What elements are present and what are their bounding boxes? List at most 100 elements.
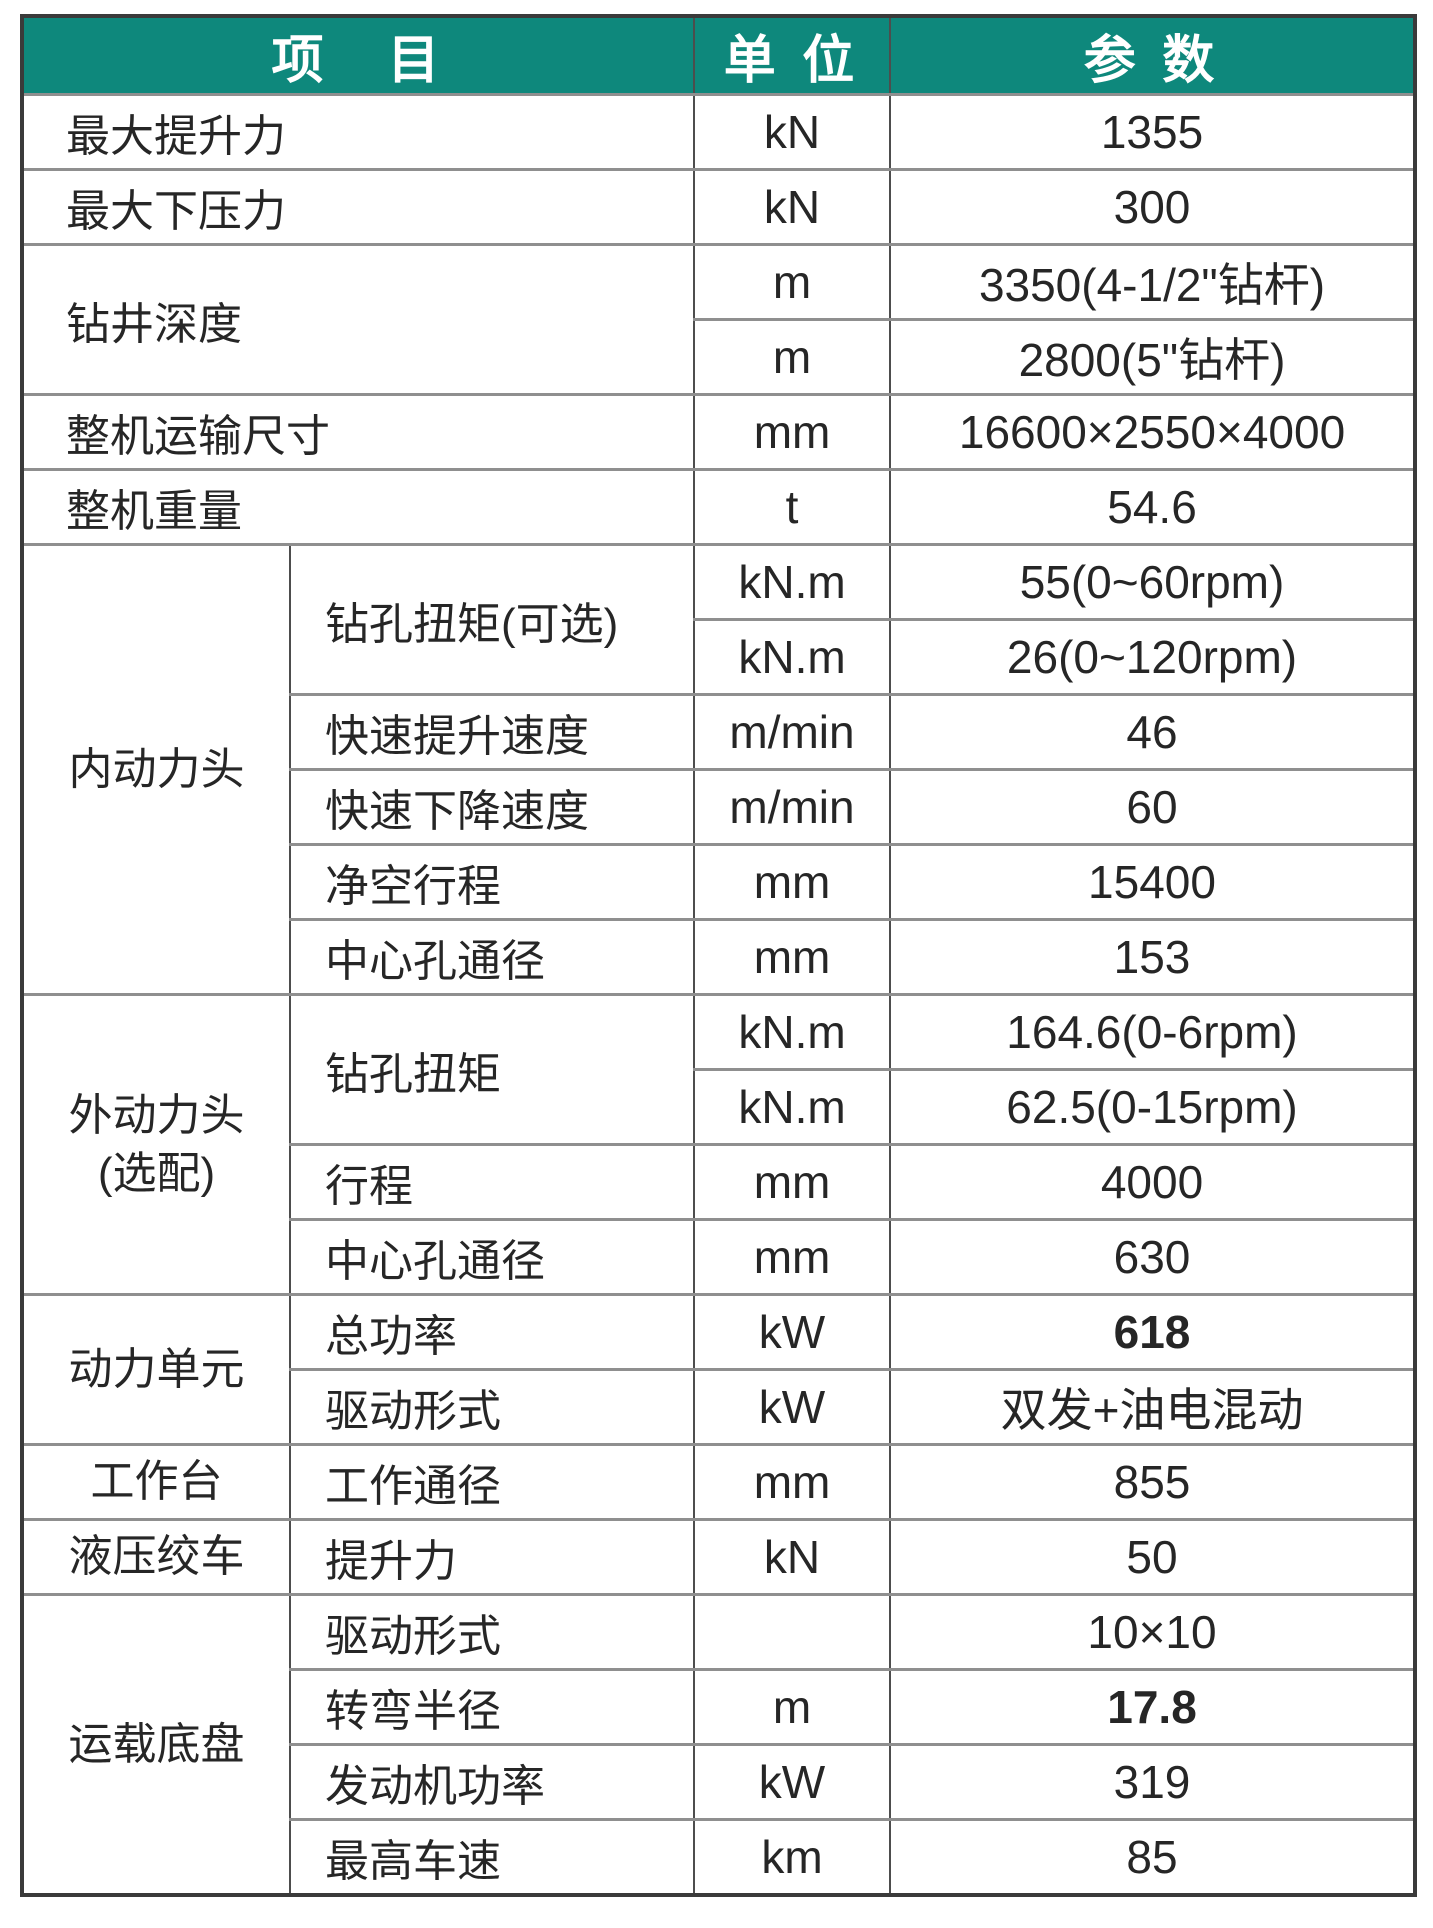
unit-cell: kN.m <box>693 543 892 621</box>
table-row: 工作台 工作通径 mm 855 <box>21 1443 1417 1521</box>
value-cell: 3350(4-1/2"钻杆) <box>889 243 1417 321</box>
value-cell: 55(0~60rpm) <box>889 543 1417 621</box>
value-cell: 1355 <box>889 93 1417 171</box>
table-row: 驱动形式 kW 双发+油电混动 <box>22 1368 1417 1446</box>
unit-cell: kN <box>693 1518 892 1596</box>
table-row: 快速提升速度 m/min 46 <box>22 693 1417 771</box>
table-row: 转弯半径 m 17.8 <box>22 1668 1417 1746</box>
unit-cell: kN.m <box>693 618 892 696</box>
table-row: m 2800(5"钻杆) <box>22 318 1417 396</box>
table-row: 外动力头 (选配) 钻孔扭矩 kN.m 164.6(0-6rpm) <box>21 993 1417 1296</box>
table-row: 行程 mm 4000 <box>22 1143 1417 1221</box>
value-cell: 10×10 <box>889 1593 1417 1671</box>
unit-cell: km <box>693 1818 892 1896</box>
item-label-cell: 总功率 <box>288 1293 696 1371</box>
unit-cell: m <box>693 318 892 396</box>
unit-cell: m <box>693 243 892 321</box>
value-cell: 2800(5"钻杆) <box>889 318 1417 396</box>
spec-table-body: 最大提升力 kN 1355 最大下压力 kN 300 钻井深度 m 3350(4-1/2"钻杆)… <box>20 93 1417 1896</box>
unit-cell: t <box>693 468 892 546</box>
value-cell: 62.5(0-15rpm) <box>889 1068 1417 1146</box>
unit-cell: kN <box>693 93 892 171</box>
unit-cell: m/min <box>693 768 892 846</box>
unit-cell: kW <box>693 1368 892 1446</box>
unit-cell: mm <box>693 393 892 471</box>
table-row: 最大下压力 kN 300 <box>20 168 1417 246</box>
item-label-cell: 最大下压力 <box>20 168 696 246</box>
item-label-cell: 最大提升力 <box>20 93 696 171</box>
value-cell: 16600×2550×4000 <box>889 393 1417 471</box>
value-cell: 50 <box>889 1518 1417 1596</box>
table-row: 快速下降速度 m/min 60 <box>22 768 1417 846</box>
unit-cell: mm <box>693 1143 892 1221</box>
unit-cell: mm <box>693 843 892 921</box>
item-label-cell: 钻孔扭矩(可选) <box>288 543 696 696</box>
header-cell-param: 参 数 <box>889 16 1417 96</box>
unit-cell: mm <box>693 918 892 996</box>
header-cell-unit: 单 位 <box>693 16 892 96</box>
table-row: 发动机功率 kW 319 <box>22 1743 1417 1821</box>
item-label-cell: 工作通径 <box>288 1443 696 1521</box>
header-cell-item: 项 目 <box>20 16 696 96</box>
table-row: 中心孔通径 mm 153 <box>22 918 1417 996</box>
unit-cell: m/min <box>693 693 892 771</box>
unit-cell: m <box>693 1668 892 1746</box>
value-cell: 164.6(0-6rpm) <box>889 993 1417 1071</box>
value-cell: 17.8 <box>889 1668 1417 1746</box>
table-row: 整机运输尺寸 mm 16600×2550×4000 <box>20 393 1417 471</box>
group-label-cell: 运载底盘 <box>21 1593 291 1896</box>
value-cell: 85 <box>889 1818 1417 1896</box>
item-label-cell: 发动机功率 <box>288 1743 696 1821</box>
header-row: 项 目 单 位 参 数 <box>20 16 1417 96</box>
item-label-cell: 整机运输尺寸 <box>20 393 696 471</box>
group-label-cell: 外动力头 (选配) <box>21 993 291 1296</box>
value-cell: 60 <box>889 768 1417 846</box>
item-label-cell: 整机重量 <box>20 468 696 546</box>
group-label-cell: 动力单元 <box>21 1293 291 1446</box>
unit-cell: mm <box>693 1443 892 1521</box>
value-cell: 4000 <box>889 1143 1417 1221</box>
table-row: 运载底盘 驱动形式 10×10 <box>21 1593 1417 1896</box>
unit-cell: kW <box>693 1743 892 1821</box>
unit-cell: kN.m <box>693 1068 892 1146</box>
group-label-cell: 内动力头 <box>21 543 291 996</box>
value-cell: 153 <box>889 918 1417 996</box>
table-row: 净空行程 mm 15400 <box>22 843 1417 921</box>
unit-cell: kN.m <box>693 993 892 1071</box>
table-row: kN.m 26(0~120rpm) <box>22 618 1417 696</box>
item-label-cell: 行程 <box>288 1143 696 1221</box>
spec-table: 项 目 单 位 参 数 最大提升力 kN 1355 最大下压力 kN 300 钻井深度 m 33… <box>20 14 1418 1897</box>
value-cell: 46 <box>889 693 1417 771</box>
table-row: 液压绞车 提升力 kN 50 <box>21 1518 1417 1596</box>
item-label-cell: 最高车速 <box>288 1818 696 1896</box>
value-cell: 300 <box>889 168 1417 246</box>
item-label-cell: 快速提升速度 <box>288 693 696 771</box>
table-row: 中心孔通径 mm 630 <box>22 1218 1417 1296</box>
value-cell: 26(0~120rpm) <box>889 618 1417 696</box>
table-row: 钻井深度 m 3350(4-1/2"钻杆) <box>20 243 1417 396</box>
item-label-cell: 净空行程 <box>288 843 696 921</box>
value-cell: 15400 <box>889 843 1417 921</box>
item-label-cell: 提升力 <box>288 1518 696 1596</box>
item-label-cell: 驱动形式 <box>288 1368 696 1446</box>
table-row: 最大提升力 kN 1355 <box>20 93 1417 171</box>
table-row: 内动力头 钻孔扭矩(可选) kN.m 55(0~60rpm) <box>21 543 1417 996</box>
group-label-cell: 工作台 <box>21 1443 291 1521</box>
item-label-cell: 驱动形式 <box>288 1593 696 1671</box>
item-label-cell: 钻井深度 <box>20 243 696 396</box>
value-cell: 618 <box>889 1293 1417 1371</box>
value-cell: 630 <box>889 1218 1417 1296</box>
table-row: kN.m 62.5(0-15rpm) <box>22 1068 1417 1146</box>
item-label-cell: 钻孔扭矩 <box>288 993 696 1146</box>
spec-table-header: 项 目 单 位 参 数 <box>20 16 1417 96</box>
unit-cell: mm <box>693 1218 892 1296</box>
item-label-cell: 快速下降速度 <box>288 768 696 846</box>
value-cell: 855 <box>889 1443 1417 1521</box>
item-label-cell: 中心孔通径 <box>288 1218 696 1296</box>
value-cell: 54.6 <box>889 468 1417 546</box>
unit-cell: kN <box>693 168 892 246</box>
table-row: 最高车速 km 85 <box>22 1818 1417 1896</box>
value-cell: 319 <box>889 1743 1417 1821</box>
value-cell: 双发+油电混动 <box>889 1368 1417 1446</box>
